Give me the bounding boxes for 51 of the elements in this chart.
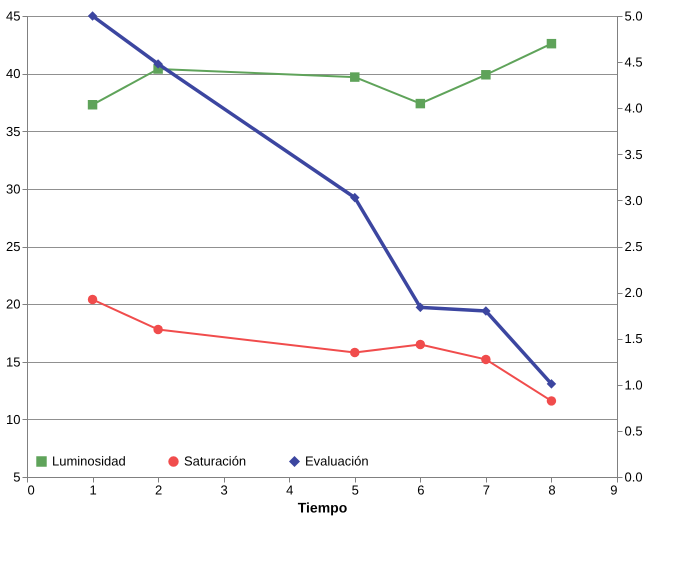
y-tick-label: 35: [6, 124, 20, 139]
y2-tick-label: 1.5: [624, 331, 643, 346]
y2-tick-label: 1.0: [624, 377, 643, 392]
y2-tick-label: 3.5: [624, 146, 643, 162]
y-tick-label: 40: [6, 66, 20, 82]
x-tick-label: 7: [482, 482, 490, 498]
y-tick-label: 5: [13, 470, 20, 484]
point: [416, 340, 426, 350]
y2-tick-label: 2.5: [624, 239, 643, 254]
y2-tick-label: 2.0: [624, 285, 643, 300]
x-tick-label: 2: [154, 482, 162, 498]
point: [350, 192, 360, 202]
y2-tick-label: 4.0: [624, 100, 643, 116]
point: [546, 379, 556, 389]
point: [546, 396, 556, 406]
x-tick-label: 1: [89, 482, 97, 498]
legend-label: Evaluación: [305, 454, 369, 469]
x-tick-label: 6: [417, 482, 424, 498]
y2-tick-label: 0.0: [624, 470, 643, 484]
y-tick-label: 25: [6, 239, 20, 254]
y-tick-label: 20: [6, 296, 20, 312]
y2-tick-label: 3.0: [624, 192, 643, 208]
x-tick-label: 8: [548, 482, 556, 498]
point: [88, 11, 98, 21]
y2-tick-label: 4.5: [624, 54, 643, 70]
point: [88, 294, 98, 304]
y-tick-label: 15: [6, 354, 20, 370]
point: [416, 302, 426, 312]
point: [546, 38, 556, 48]
y2-tick-label: 0.5: [624, 423, 643, 438]
x-axis-title: Tiempo: [298, 500, 348, 516]
point: [153, 59, 163, 69]
point: [481, 354, 491, 364]
y-tick-label: 30: [6, 181, 20, 196]
point: [350, 72, 360, 82]
legend-label: Saturación: [184, 454, 246, 469]
y-tick-label: 10: [6, 412, 20, 427]
point: [350, 348, 360, 358]
legend-label: Luminosidad: [52, 454, 126, 469]
point: [88, 100, 98, 110]
x-tick-label: 3: [220, 482, 228, 498]
x-tick-label: 5: [352, 482, 359, 498]
x-tick-label: 4: [286, 482, 294, 498]
x-tick-label: 0: [28, 482, 35, 498]
x-tick-label: 9: [610, 482, 618, 498]
point: [416, 98, 426, 108]
point: [481, 70, 491, 80]
point: [153, 324, 163, 334]
y2-tick-label: 5.0: [624, 8, 643, 24]
y-tick-label: 45: [6, 8, 20, 24]
point: [481, 306, 491, 316]
